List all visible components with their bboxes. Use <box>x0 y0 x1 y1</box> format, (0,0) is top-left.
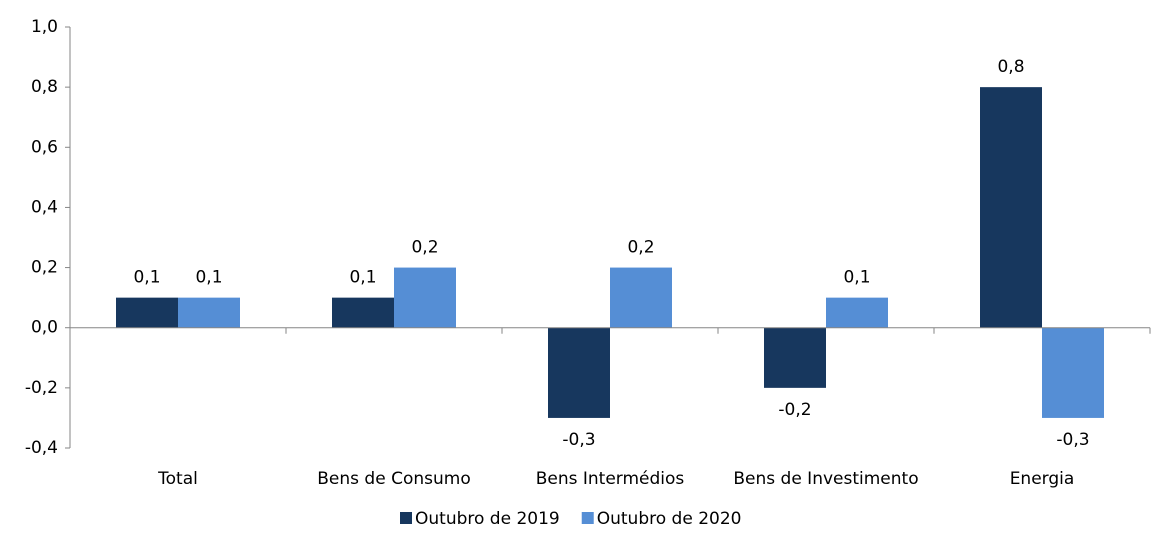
data-label: 0,1 <box>133 268 160 288</box>
bar <box>332 297 394 328</box>
x-tick-label: Bens de Consumo <box>317 469 470 489</box>
bar <box>178 297 240 328</box>
y-tick-label: 1,0 <box>31 17 58 37</box>
y-tick-label: -0,2 <box>25 378 58 398</box>
legend-swatch <box>400 512 412 524</box>
data-label: -0,3 <box>562 430 595 450</box>
data-label: 0,8 <box>997 57 1024 77</box>
bar <box>116 297 178 328</box>
bar <box>548 327 610 418</box>
bar <box>1042 327 1104 418</box>
data-label: 0,2 <box>411 238 438 258</box>
x-tick-label: Total <box>157 469 198 489</box>
y-tick-label: 0,2 <box>31 258 58 278</box>
y-tick-label: 0,4 <box>31 197 58 217</box>
x-tick-label: Bens de Investimento <box>733 469 918 489</box>
bar <box>764 327 826 388</box>
data-label: 0,1 <box>349 268 376 288</box>
x-tick-label: Energia <box>1010 469 1075 489</box>
legend-swatch <box>581 512 594 524</box>
data-label: 0,2 <box>627 238 654 258</box>
bar <box>826 297 888 328</box>
bar <box>394 267 456 328</box>
y-tick-label: -0,4 <box>25 438 58 458</box>
y-tick-label: 0,6 <box>31 137 58 157</box>
x-tick-label: Bens Intermédios <box>536 469 685 489</box>
data-label: -0,2 <box>778 400 811 420</box>
y-tick-label: 0,0 <box>31 318 58 338</box>
legend-label: Outubro de 2020 <box>597 509 742 529</box>
legend-label: Outubro de 2019 <box>415 509 560 529</box>
data-label: 0,1 <box>195 268 222 288</box>
y-tick-label: 0,8 <box>31 77 58 97</box>
data-label: -0,3 <box>1056 430 1089 450</box>
bar <box>980 87 1042 328</box>
bar <box>610 267 672 328</box>
data-label: 0,1 <box>843 268 870 288</box>
